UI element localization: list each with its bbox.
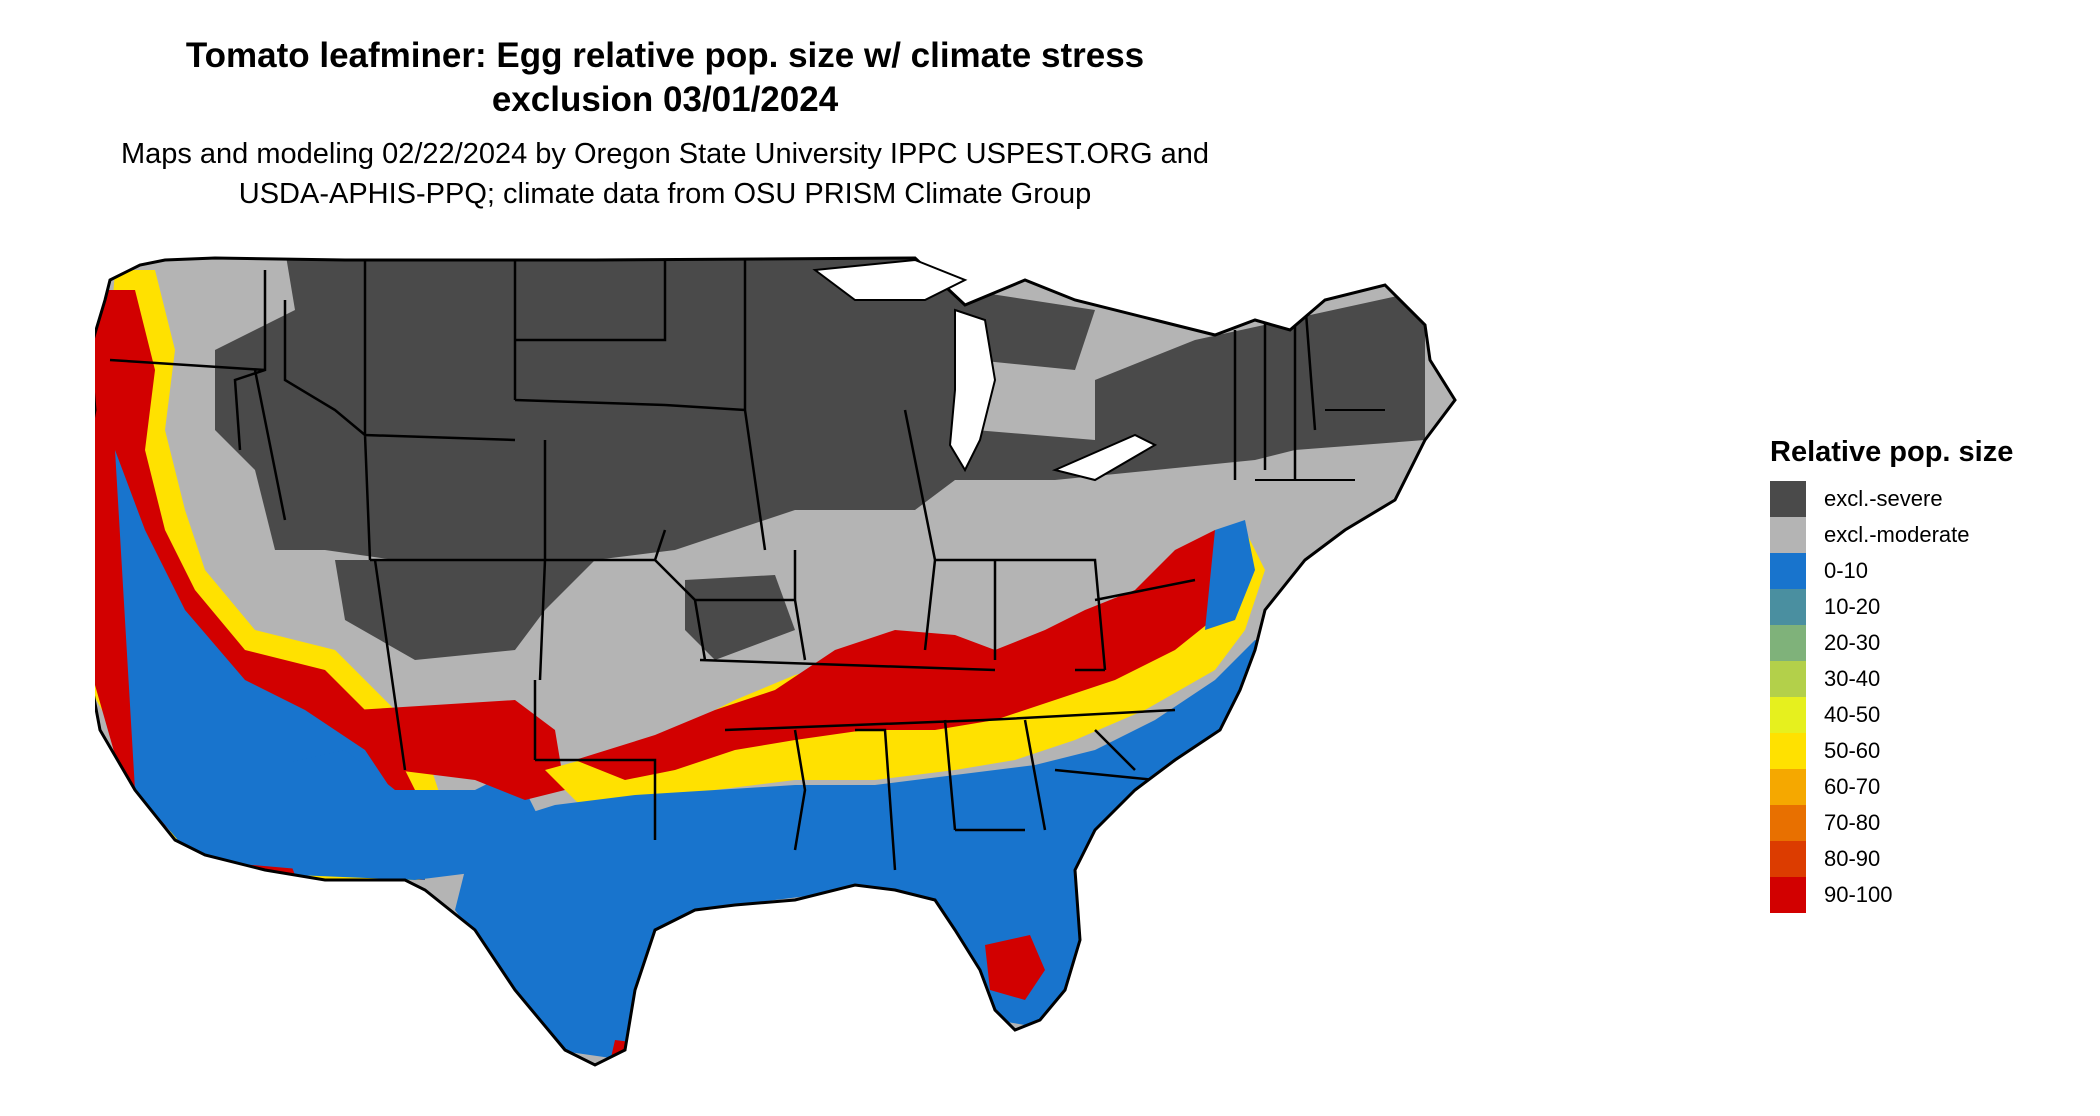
legend-item: excl.-moderate: [1770, 517, 2013, 553]
legend-label: excl.-moderate: [1824, 522, 1970, 547]
lake-superior: [812, 258, 968, 301]
legend-swatch: [1770, 481, 1806, 517]
lake-michigan: [948, 308, 997, 473]
legend-item: 20-30: [1770, 625, 2013, 661]
legend-swatch: [1770, 805, 1806, 841]
legend-swatch: [1770, 589, 1806, 625]
legend-item: 50-60: [1770, 733, 2013, 769]
legend-label: 20-30: [1824, 630, 1881, 655]
subtitle-line-1: Maps and modeling 02/22/2024 by Oregon S…: [120, 138, 1210, 170]
legend-label: 40-50: [1824, 702, 1881, 727]
subtitle-line-2: USDA-APHIS-PPQ; climate data from OSU PR…: [238, 178, 1092, 210]
legend-item: excl.-severe: [1770, 481, 2013, 517]
legend-swatch: [1770, 553, 1806, 589]
legend-label: 80-90: [1824, 846, 1881, 871]
legend-label: 90-100: [1824, 882, 1893, 907]
legend-items: excl.-severe excl.-moderate 0-10 10-20 20-30…: [1770, 481, 2013, 913]
legend-item: 10-20: [1770, 589, 2013, 625]
legend-item: 40-50: [1770, 697, 2013, 733]
map-subtitle: Maps and modeling 02/22/2024 by Oregon S…: [0, 134, 1330, 214]
map-title: Tomato leafminer: Egg relative pop. size…: [0, 34, 1330, 122]
legend-swatch: [1770, 661, 1806, 697]
title-line-2: exclusion 03/01/2024: [491, 80, 839, 119]
legend-label: 10-20: [1824, 594, 1881, 619]
legend-label: 30-40: [1824, 666, 1881, 691]
legend-label: 0-10: [1824, 558, 1869, 583]
us-map: [95, 256, 1457, 1067]
legend-swatch: [1770, 697, 1806, 733]
state-boundaries: [109, 260, 1317, 871]
legend-item: 70-80: [1770, 805, 2013, 841]
legend-swatch: [1770, 841, 1806, 877]
legend-title: Relative pop. size: [1770, 436, 2014, 468]
state-boundaries-inner: [1255, 409, 1385, 481]
legend-item: 0-10: [1770, 553, 2013, 589]
legend-item: 30-40: [1770, 661, 2013, 697]
legend-swatch: [1770, 625, 1806, 661]
lake-erie: [1051, 433, 1158, 482]
map-fill: [95, 258, 1455, 1065]
legend-swatch: [1770, 769, 1806, 805]
legend-label: 70-80: [1824, 810, 1881, 835]
legend-item: 90-100: [1770, 877, 2013, 913]
legend-label: 60-70: [1824, 774, 1881, 799]
legend: Relative pop. size excl.-severe excl.-mod…: [1770, 436, 2013, 913]
legend-label: excl.-severe: [1824, 486, 1943, 511]
title-line-1: Tomato leafminer: Egg relative pop. size…: [185, 36, 1145, 75]
legend-label: 50-60: [1824, 738, 1881, 763]
legend-item: 60-70: [1770, 769, 2013, 805]
us-outline: [95, 256, 1457, 1067]
legend-item: 80-90: [1770, 841, 2013, 877]
legend-swatch: [1770, 733, 1806, 769]
legend-swatch: [1770, 877, 1806, 913]
legend-swatch: [1770, 517, 1806, 553]
